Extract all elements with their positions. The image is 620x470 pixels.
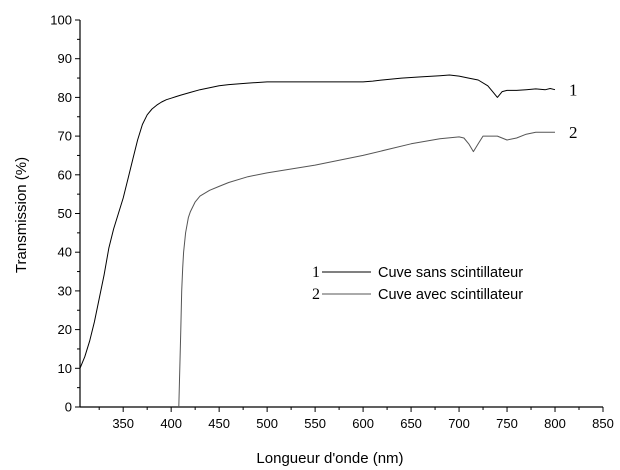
legend-entry-1: Cuve sans scintillateur bbox=[378, 265, 523, 281]
y-tick-label: 90 bbox=[58, 51, 72, 66]
x-tick-label: 500 bbox=[256, 416, 278, 431]
y-tick-label: 0 bbox=[65, 400, 72, 415]
legend: 1 Cuve sans scintillateur 2 Cuve avec sc… bbox=[312, 264, 523, 303]
y-tick-label: 80 bbox=[58, 90, 72, 105]
axes bbox=[79, 20, 603, 408]
curve-labels: 12 bbox=[569, 81, 578, 143]
y-tick-label: 10 bbox=[58, 361, 72, 376]
series-line-1 bbox=[79, 74, 556, 369]
y-ticks: 0 10 20 30 40 50 60 70 80 90 100 bbox=[50, 13, 80, 415]
curve-label-2: 2 bbox=[569, 123, 578, 142]
x-axis-label: Longueur d'onde (nm) bbox=[256, 450, 403, 467]
y-tick-label: 70 bbox=[58, 129, 72, 144]
y-tick-label: 100 bbox=[50, 13, 72, 28]
x-tick-label: 600 bbox=[352, 416, 374, 431]
x-tick-label: 750 bbox=[496, 416, 518, 431]
y-tick-label: 50 bbox=[58, 206, 72, 221]
legend-entry-2: Cuve avec scintillateur bbox=[378, 287, 523, 303]
legend-number-2: 2 bbox=[312, 286, 320, 303]
x-tick-label: 400 bbox=[160, 416, 182, 431]
x-tick-label: 800 bbox=[544, 416, 566, 431]
x-tick-label: 650 bbox=[400, 416, 422, 431]
x-tick-label: 350 bbox=[112, 416, 134, 431]
x-tick-label: 850 bbox=[592, 416, 614, 431]
y-axis-label: Transmission (%) bbox=[13, 157, 30, 273]
x-tick-label: 700 bbox=[448, 416, 470, 431]
legend-number-1: 1 bbox=[312, 264, 320, 281]
series-line-2 bbox=[178, 131, 555, 408]
x-ticks: 350 400 450 500 550 600 650 700 750 800 850 bbox=[98, 407, 614, 431]
y-tick-label: 30 bbox=[58, 283, 72, 298]
series-layer bbox=[79, 74, 556, 408]
curve-label-1: 1 bbox=[569, 81, 578, 100]
y-tick-label: 20 bbox=[58, 322, 72, 337]
x-tick-label: 450 bbox=[208, 416, 230, 431]
y-tick-label: 60 bbox=[58, 167, 72, 182]
y-tick-label: 40 bbox=[58, 245, 72, 260]
x-tick-label: 550 bbox=[304, 416, 326, 431]
